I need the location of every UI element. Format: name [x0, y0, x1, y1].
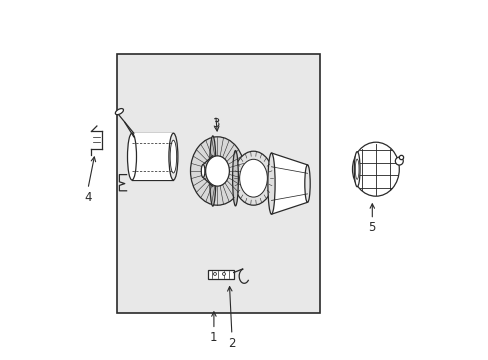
Ellipse shape: [232, 150, 238, 206]
Ellipse shape: [127, 133, 136, 180]
Ellipse shape: [205, 156, 229, 186]
Ellipse shape: [267, 153, 275, 214]
Circle shape: [213, 273, 216, 275]
Ellipse shape: [168, 133, 178, 180]
FancyBboxPatch shape: [132, 133, 173, 180]
Text: 1: 1: [210, 331, 217, 344]
Ellipse shape: [355, 159, 358, 179]
Circle shape: [222, 273, 225, 275]
Text: 3: 3: [212, 117, 219, 130]
Ellipse shape: [399, 156, 403, 160]
Ellipse shape: [209, 136, 216, 206]
Ellipse shape: [352, 142, 399, 196]
Ellipse shape: [201, 165, 204, 177]
Text: 2: 2: [228, 337, 235, 350]
Ellipse shape: [115, 109, 123, 114]
Ellipse shape: [190, 137, 244, 205]
Polygon shape: [271, 153, 307, 214]
FancyBboxPatch shape: [208, 270, 233, 279]
Text: 5: 5: [368, 221, 375, 234]
FancyBboxPatch shape: [117, 54, 320, 313]
Ellipse shape: [354, 152, 359, 187]
Ellipse shape: [233, 151, 273, 205]
Ellipse shape: [170, 140, 176, 173]
Ellipse shape: [394, 157, 403, 165]
Ellipse shape: [239, 159, 267, 197]
Text: 4: 4: [84, 191, 91, 204]
Ellipse shape: [304, 165, 309, 202]
